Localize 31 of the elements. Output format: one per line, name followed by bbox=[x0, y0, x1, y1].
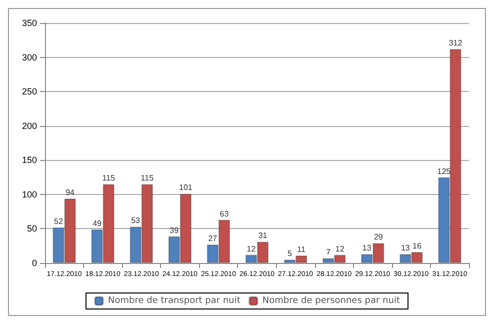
data-label: 94 bbox=[66, 188, 76, 198]
y-tick-label: 250 bbox=[22, 86, 37, 97]
y-tick-label: 350 bbox=[22, 18, 37, 28]
data-label: 115 bbox=[140, 174, 154, 183]
y-tick-label: 0 bbox=[32, 258, 37, 268]
data-label: 49 bbox=[92, 218, 102, 228]
data-label: 53 bbox=[131, 216, 141, 226]
data-label: 13 bbox=[362, 244, 372, 253]
legend-label: Nombre de personnes par nuit bbox=[262, 296, 400, 306]
y-tick-label: 50 bbox=[26, 224, 37, 234]
data-label: 39 bbox=[170, 226, 180, 235]
data-label: 52 bbox=[54, 216, 64, 226]
data-label: 63 bbox=[220, 209, 230, 218]
data-label: 11 bbox=[297, 244, 306, 254]
y-tick-label: 200 bbox=[22, 120, 37, 131]
data-label: 101 bbox=[179, 183, 193, 192]
data-label: 27 bbox=[208, 234, 218, 243]
data-label: 16 bbox=[412, 242, 422, 251]
y-tick-label: 150 bbox=[22, 155, 37, 166]
data-label: 31 bbox=[258, 231, 268, 240]
y-tick-label: 300 bbox=[22, 52, 37, 62]
data-label: 312 bbox=[448, 38, 463, 48]
data-label: 5 bbox=[288, 249, 293, 258]
data-label: 29 bbox=[374, 232, 384, 242]
data-label: 115 bbox=[102, 174, 116, 183]
y-tick-label: 100 bbox=[22, 189, 37, 200]
data-label: 12 bbox=[246, 244, 256, 254]
legend-label: Nombre de transport par nuit bbox=[108, 296, 241, 306]
data-label: 12 bbox=[335, 244, 345, 254]
data-label: 7 bbox=[326, 248, 332, 257]
data-label: 13 bbox=[400, 244, 410, 253]
